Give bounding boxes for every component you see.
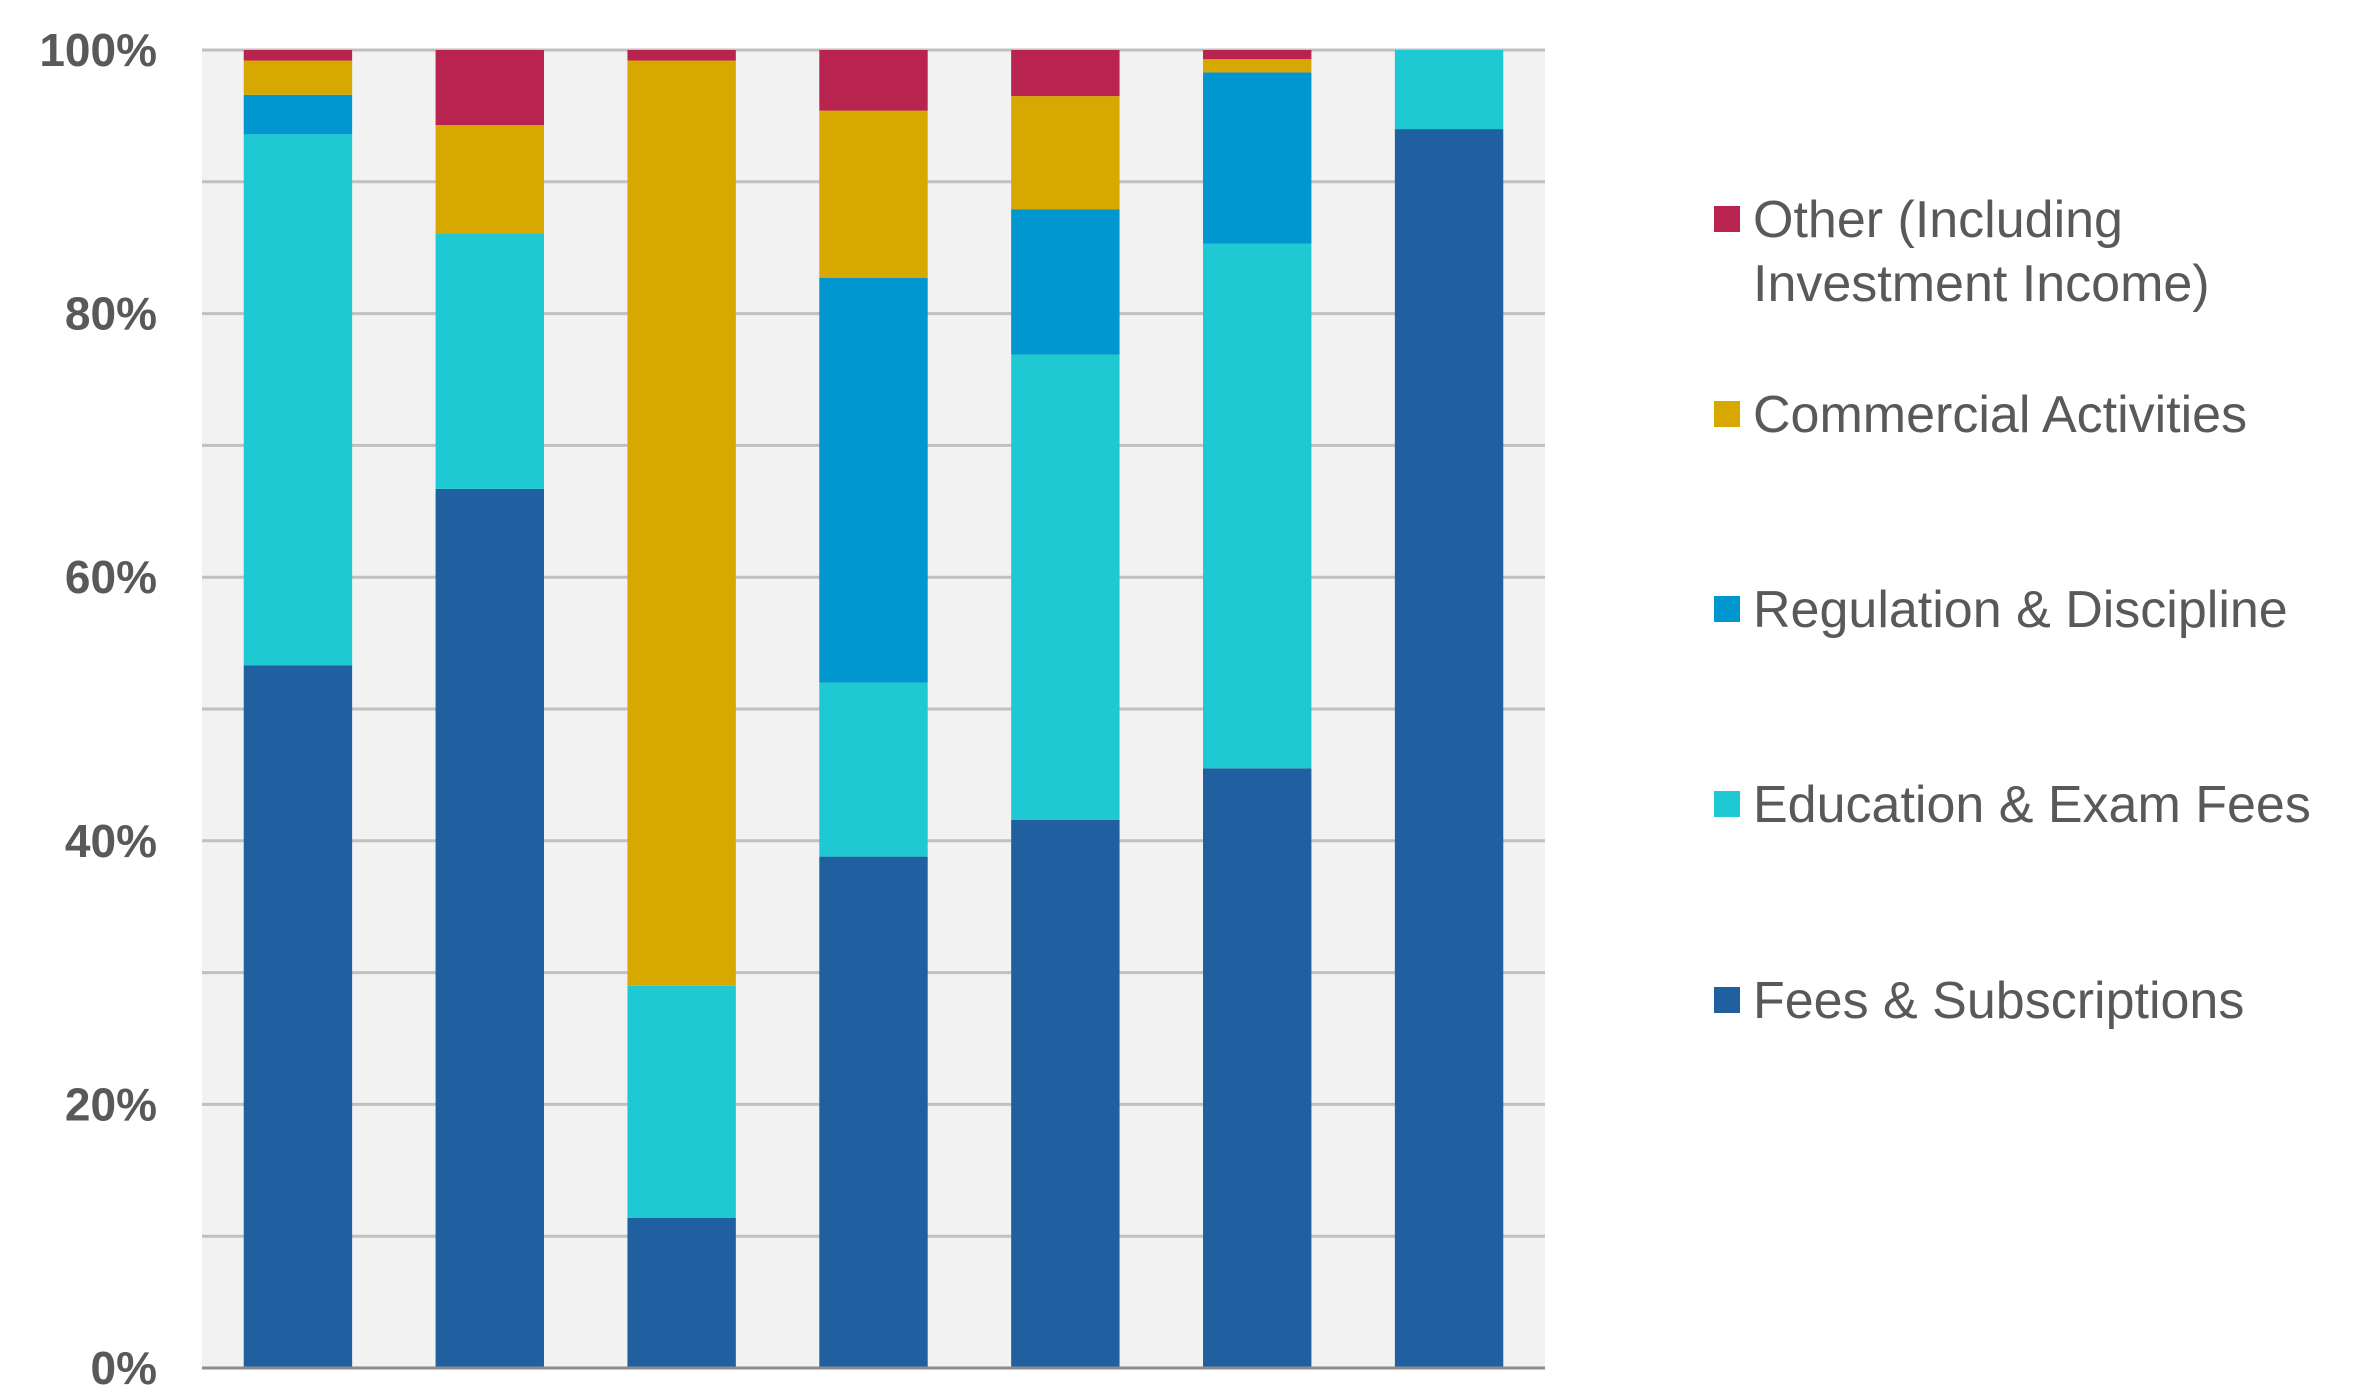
legend-item: Fees & Subscriptions: [1714, 972, 2244, 1030]
bar-segment-other-including-investment-income-: [243, 50, 353, 61]
y-tick-label: 80%: [65, 288, 157, 340]
legend-label: Commercial Activities: [1753, 386, 2247, 444]
bar-segment-fees-subscriptions: [243, 665, 353, 1368]
bar-segment-fees-subscriptions: [1203, 768, 1312, 1368]
legend-label: Other (Including: [1753, 191, 2123, 249]
bar-segment-commercial-activities: [627, 60, 736, 986]
y-tick-label: 0%: [91, 1342, 157, 1386]
bar-segment-commercial-activities: [435, 125, 544, 234]
legend-label: Education & Exam Fees: [1753, 776, 2311, 834]
bar-segment-regulation-discipline: [1011, 209, 1120, 355]
bar-segment-education-exam-fees: [627, 985, 736, 1218]
legend-swatch: [1714, 206, 1740, 232]
legend-swatch: [1714, 987, 1740, 1013]
bar-segment-fees-subscriptions: [1394, 129, 1504, 1369]
bar-segment-fees-subscriptions: [627, 1217, 736, 1368]
legend-swatch: [1714, 791, 1740, 817]
legend-item: Regulation & Discipline: [1714, 581, 2288, 639]
y-tick-label: 40%: [65, 815, 157, 867]
y-tick-label: 100%: [39, 24, 157, 76]
bar-segment-education-exam-fees: [435, 233, 544, 489]
bar-segment-commercial-activities: [243, 60, 353, 95]
bar-segment-education-exam-fees: [1394, 50, 1504, 130]
bar-segment-fees-subscriptions: [1011, 819, 1120, 1368]
legend-swatch: [1714, 401, 1740, 427]
legend-label: Fees & Subscriptions: [1753, 972, 2244, 1030]
legend-item: Education & Exam Fees: [1714, 776, 2311, 834]
legend-swatch: [1714, 596, 1740, 622]
bar-segment-other-including-investment-income-: [1011, 50, 1120, 97]
legend-item: Commercial Activities: [1714, 386, 2247, 444]
bar-segment-commercial-activities: [1203, 59, 1312, 73]
bar-segment-other-including-investment-income-: [819, 50, 928, 111]
y-tick-label: 60%: [65, 551, 157, 603]
y-tick-label: 20%: [65, 1078, 157, 1130]
bar-segment-commercial-activities: [819, 110, 928, 279]
bar-segment-other-including-investment-income-: [1203, 50, 1312, 60]
bar-segment-education-exam-fees: [1203, 243, 1312, 769]
legend-label: Regulation & Discipline: [1753, 581, 2288, 639]
bar-segment-fees-subscriptions: [819, 856, 928, 1368]
bar-segment-regulation-discipline: [819, 278, 928, 683]
bar-segment-education-exam-fees: [819, 682, 928, 857]
bar-segment-regulation-discipline: [1203, 72, 1312, 244]
bar-segment-other-including-investment-income-: [627, 50, 736, 61]
legend-item: Other (Including Investment Income): [1714, 191, 2210, 313]
legend-label: Investment Income): [1753, 255, 2210, 313]
bar-segment-fees-subscriptions: [435, 488, 544, 1368]
bar-segment-commercial-activities: [1011, 96, 1120, 210]
bar-segment-education-exam-fees: [243, 134, 353, 666]
bar-segment-education-exam-fees: [1011, 354, 1120, 820]
bar-segment-regulation-discipline: [243, 94, 353, 135]
bar-segment-other-including-investment-income-: [435, 50, 544, 126]
